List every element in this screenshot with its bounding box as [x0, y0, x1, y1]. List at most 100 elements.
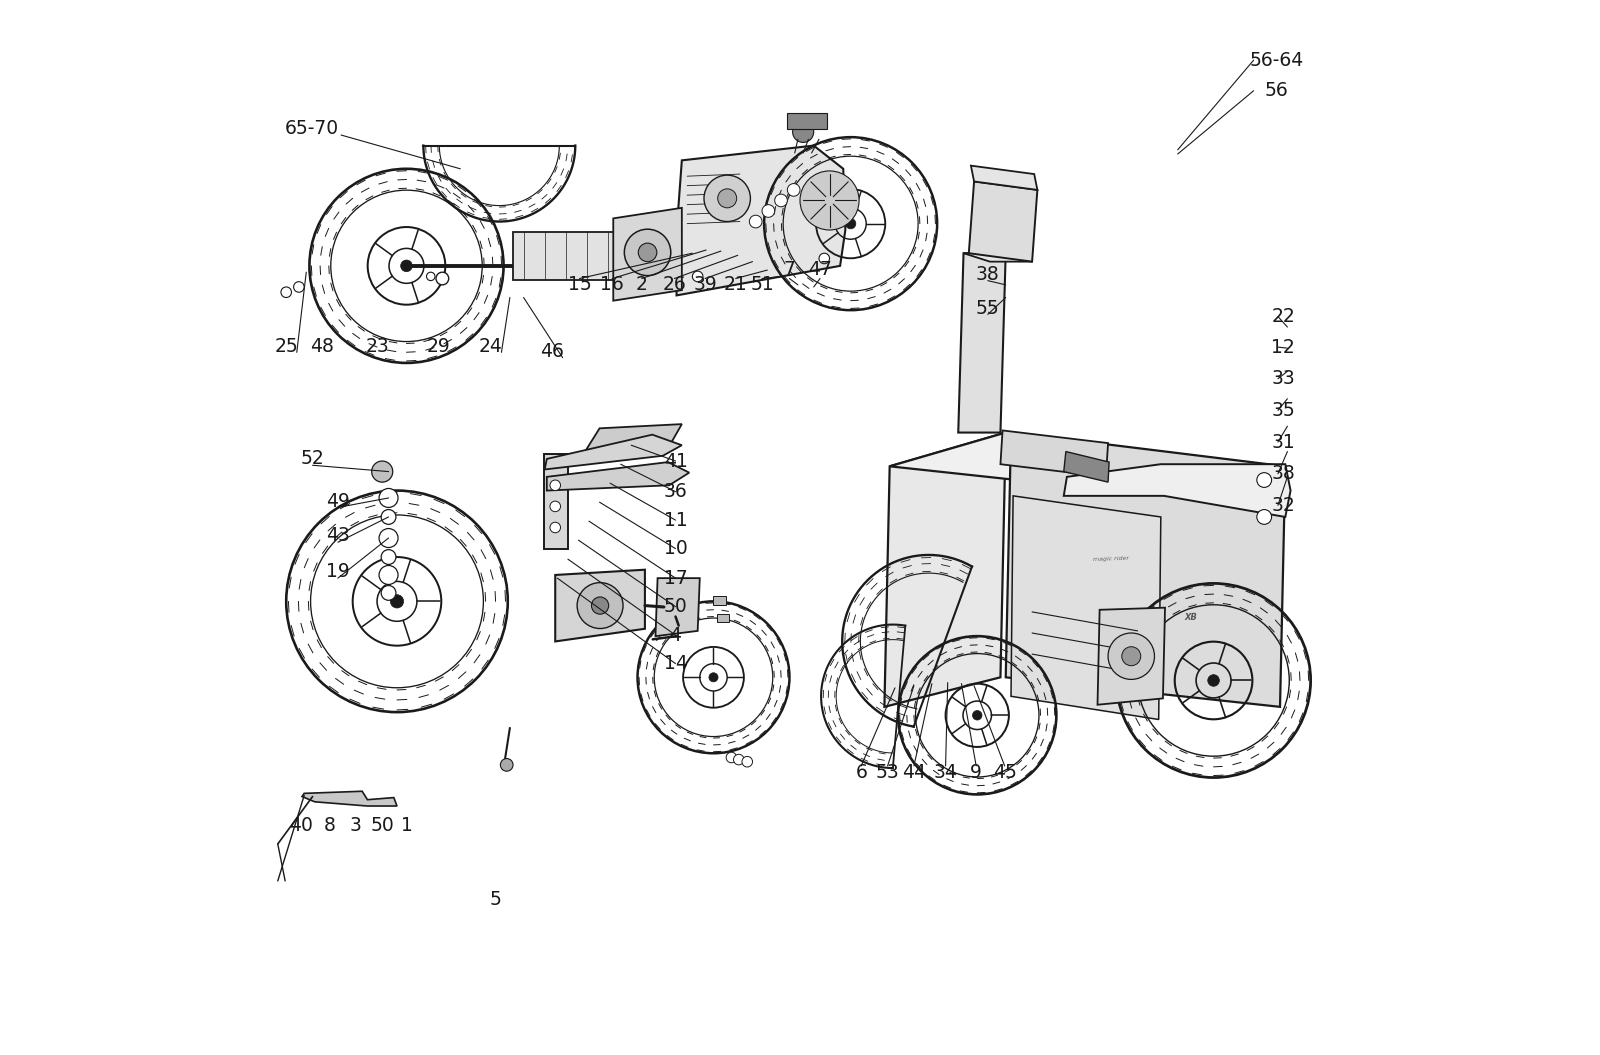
Text: 4: 4 — [669, 626, 682, 645]
Text: 9: 9 — [970, 763, 982, 782]
Circle shape — [638, 243, 658, 262]
Text: 11: 11 — [664, 511, 688, 530]
Text: 3: 3 — [350, 816, 362, 835]
Polygon shape — [1006, 433, 1285, 707]
Circle shape — [709, 673, 718, 682]
Circle shape — [371, 461, 392, 482]
Circle shape — [749, 215, 762, 228]
Circle shape — [379, 488, 398, 507]
Text: 25: 25 — [274, 337, 298, 356]
Circle shape — [400, 260, 413, 272]
Text: 32: 32 — [1272, 496, 1294, 515]
Text: 46: 46 — [541, 342, 565, 361]
Text: 48: 48 — [310, 337, 334, 356]
Polygon shape — [1064, 464, 1291, 517]
Polygon shape — [544, 435, 682, 469]
Text: 15: 15 — [568, 275, 592, 294]
Text: 43: 43 — [326, 526, 350, 545]
Text: 56-64: 56-64 — [1250, 51, 1304, 70]
Circle shape — [1109, 633, 1155, 679]
Text: 55: 55 — [976, 299, 1000, 318]
Text: 38: 38 — [976, 265, 1000, 284]
Text: XB: XB — [1184, 613, 1197, 621]
Text: 21: 21 — [723, 275, 747, 294]
Text: 16: 16 — [600, 275, 624, 294]
Text: 52: 52 — [301, 449, 325, 468]
Polygon shape — [1064, 452, 1109, 482]
Polygon shape — [514, 232, 619, 280]
Circle shape — [550, 480, 560, 491]
Text: 10: 10 — [664, 539, 688, 558]
Circle shape — [1258, 510, 1272, 524]
Text: 19: 19 — [326, 562, 350, 581]
Circle shape — [624, 229, 670, 275]
Circle shape — [774, 194, 787, 207]
Polygon shape — [613, 208, 682, 301]
Polygon shape — [971, 166, 1037, 190]
Polygon shape — [547, 462, 690, 491]
Circle shape — [379, 565, 398, 584]
Text: 7: 7 — [784, 260, 795, 279]
Text: 26: 26 — [662, 275, 686, 294]
Polygon shape — [958, 253, 1006, 433]
Text: 56: 56 — [1266, 81, 1288, 100]
Text: 49: 49 — [326, 492, 350, 511]
Text: 1: 1 — [400, 816, 413, 835]
Polygon shape — [787, 113, 827, 129]
Circle shape — [718, 189, 736, 208]
Polygon shape — [714, 596, 726, 605]
Polygon shape — [1000, 430, 1109, 477]
Text: 35: 35 — [1272, 401, 1294, 420]
Polygon shape — [963, 253, 1032, 262]
Text: 12: 12 — [1272, 338, 1294, 357]
Text: 40: 40 — [290, 816, 314, 835]
Text: 2: 2 — [635, 275, 648, 294]
Text: 53: 53 — [875, 763, 899, 782]
Circle shape — [1122, 647, 1141, 666]
Text: 24: 24 — [478, 337, 502, 356]
Circle shape — [578, 582, 622, 629]
Circle shape — [819, 253, 829, 264]
Text: 47: 47 — [808, 260, 832, 279]
Circle shape — [704, 175, 750, 222]
Circle shape — [792, 121, 814, 142]
Text: 23: 23 — [366, 337, 390, 356]
Circle shape — [437, 272, 448, 285]
Text: 22: 22 — [1272, 307, 1294, 326]
Circle shape — [379, 529, 398, 548]
Polygon shape — [555, 570, 645, 641]
Text: 17: 17 — [664, 569, 688, 588]
Circle shape — [733, 754, 744, 765]
Text: 44: 44 — [902, 763, 926, 782]
Circle shape — [592, 597, 608, 614]
Text: 38: 38 — [1272, 464, 1294, 483]
Circle shape — [550, 522, 560, 533]
Text: 51: 51 — [750, 275, 774, 294]
Text: 14: 14 — [664, 654, 688, 673]
Circle shape — [693, 271, 702, 282]
Circle shape — [381, 550, 395, 564]
Circle shape — [550, 501, 560, 512]
Circle shape — [726, 752, 736, 763]
Circle shape — [1208, 674, 1219, 687]
Circle shape — [742, 756, 752, 767]
Text: magic rider: magic rider — [1093, 556, 1130, 562]
Text: 36: 36 — [664, 482, 688, 501]
Polygon shape — [1011, 496, 1162, 720]
Text: 34: 34 — [934, 763, 957, 782]
Circle shape — [1258, 473, 1272, 487]
Polygon shape — [584, 424, 682, 454]
Polygon shape — [970, 181, 1037, 262]
Text: 6: 6 — [856, 763, 867, 782]
Circle shape — [282, 287, 291, 298]
Circle shape — [845, 218, 856, 229]
Circle shape — [381, 586, 395, 600]
Text: 65-70: 65-70 — [285, 119, 339, 138]
Circle shape — [973, 711, 982, 720]
Polygon shape — [677, 146, 845, 295]
Text: 8: 8 — [323, 816, 336, 835]
Text: 31: 31 — [1272, 433, 1294, 452]
Text: 5: 5 — [490, 890, 501, 909]
Text: 33: 33 — [1272, 369, 1294, 388]
Circle shape — [800, 171, 859, 230]
